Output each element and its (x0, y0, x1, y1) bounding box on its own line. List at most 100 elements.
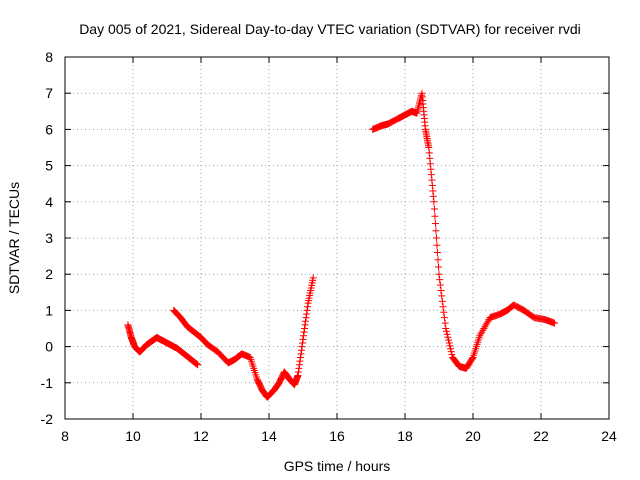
y-tick-label: 7 (45, 85, 53, 101)
data-point (193, 360, 201, 368)
data-point (300, 328, 308, 336)
data-point (431, 220, 439, 228)
data-point (298, 339, 306, 347)
data-point (479, 326, 487, 334)
series-segment-1 (124, 321, 202, 369)
data-point (297, 350, 305, 358)
data-point (480, 325, 488, 332)
y-tick-label: -1 (41, 375, 54, 391)
x-tick-label: 22 (533, 428, 549, 444)
data-point (425, 144, 433, 151)
y-axis-label: SDTVAR / TECUs (6, 182, 22, 294)
data-point (294, 368, 302, 376)
data-point (433, 241, 441, 249)
data-point (303, 310, 311, 318)
data-point (299, 335, 307, 343)
y-tick-label: 0 (45, 339, 53, 355)
data-point (296, 357, 304, 365)
data-point (275, 380, 283, 388)
data-point (429, 192, 437, 200)
data-point (468, 355, 476, 363)
data-point (427, 165, 435, 173)
data-point (477, 330, 485, 338)
data-point (482, 321, 490, 329)
data-point (439, 303, 447, 311)
x-tick-label: 14 (261, 428, 277, 444)
data-point (438, 297, 446, 305)
data-point (481, 323, 489, 331)
data-point (301, 325, 309, 332)
data-point (484, 317, 492, 325)
data-point (434, 263, 442, 271)
y-tick-label: -2 (41, 411, 54, 427)
x-tick-label: 18 (397, 428, 413, 444)
data-point (551, 319, 559, 327)
data-point (301, 321, 309, 329)
x-axis-label: GPS time / hours (284, 458, 391, 474)
x-tick-label: 12 (193, 428, 209, 444)
data-point (483, 319, 491, 327)
data-point (431, 212, 439, 220)
y-tick-label: 1 (45, 302, 53, 318)
chart-title: Day 005 of 2021, Sidereal Day-to-day VTE… (79, 21, 581, 37)
data-point (192, 360, 200, 368)
y-tick-label: 5 (45, 158, 53, 174)
data-point (433, 248, 441, 256)
data-point (440, 308, 448, 316)
data-point (438, 292, 446, 300)
data-point (428, 176, 436, 184)
data-point (440, 314, 448, 322)
data-point (304, 303, 312, 311)
data-point (428, 182, 436, 190)
data-point (444, 333, 452, 341)
data-point (425, 149, 433, 157)
x-tick-label: 20 (465, 428, 481, 444)
data-point (426, 154, 434, 162)
series-segment-3 (369, 89, 559, 372)
data-point (309, 274, 317, 282)
data-point (447, 348, 455, 356)
series-segment-2 (170, 274, 317, 401)
data-point (296, 353, 304, 361)
data-point (297, 346, 305, 354)
data-point (442, 325, 450, 332)
grid (65, 57, 609, 419)
data-point (478, 328, 486, 336)
data-point (445, 339, 453, 347)
data-point (194, 361, 202, 369)
y-tick-label: 4 (45, 194, 53, 210)
y-tick-label: 6 (45, 121, 53, 137)
x-tick-label: 10 (125, 428, 141, 444)
data-point (445, 336, 453, 344)
data-point (441, 319, 449, 327)
x-tick-label: 8 (61, 428, 69, 444)
data-point (447, 345, 455, 353)
data-point (295, 364, 303, 372)
data-point (442, 327, 450, 335)
x-tick-label: 24 (601, 428, 617, 444)
data-layer (124, 89, 559, 401)
y-tick-label: 3 (45, 230, 53, 246)
data-point (427, 171, 435, 179)
data-point (303, 306, 311, 314)
x-tick-label: 16 (329, 428, 345, 444)
data-point (446, 342, 454, 350)
data-point (476, 332, 484, 340)
data-point (298, 343, 306, 351)
data-point (443, 330, 451, 338)
data-point (430, 198, 438, 206)
data-point (437, 286, 445, 294)
data-point (300, 332, 308, 340)
data-point (432, 234, 440, 242)
data-point (434, 256, 442, 264)
y-tick-label: 8 (45, 49, 53, 65)
data-point (426, 160, 434, 168)
data-point (432, 227, 440, 235)
data-point (448, 351, 456, 359)
data-point (436, 276, 444, 284)
data-point (436, 281, 444, 289)
data-point (294, 372, 302, 380)
data-point (430, 205, 438, 213)
